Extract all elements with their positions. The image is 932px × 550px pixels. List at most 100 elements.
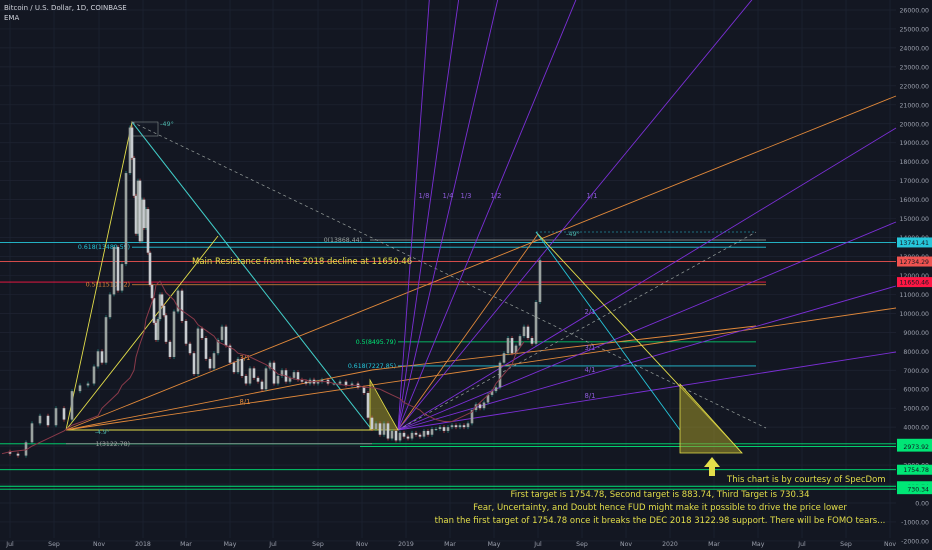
candle-body: [304, 381, 308, 384]
x-tick-label: 2020: [662, 541, 678, 548]
candle-body: [140, 199, 144, 242]
candle-body: [124, 173, 128, 265]
x-tick-label: Nov: [93, 541, 105, 548]
price-tag-label: 2973.92: [903, 444, 929, 451]
angle-label: -49°: [160, 120, 174, 128]
x-tick-label: Jul: [533, 541, 542, 548]
y-tick-label: 4000.00: [903, 425, 929, 432]
orange-trend-line: [65, 307, 897, 431]
candle-body: [506, 338, 510, 354]
candle-body: [382, 423, 386, 435]
candle-body: [192, 353, 196, 375]
candle-body: [366, 393, 370, 418]
candle-body: [196, 328, 200, 375]
candle-body: [442, 427, 446, 431]
gann-fan-line: [397, 0, 753, 431]
gann-fan-label: 8/1: [585, 392, 596, 400]
symbol-title: Bitcoin / U.S. Dollar, 1D, COINBASE: [4, 4, 127, 12]
candle-body: [502, 353, 506, 363]
candle-body: [96, 351, 100, 367]
gann-fan-line: [397, 0, 499, 431]
candle-body: [522, 326, 526, 337]
candle-body: [430, 429, 434, 435]
candle-body: [514, 345, 518, 354]
x-tick-label: Jul: [5, 541, 14, 548]
candle-body: [168, 341, 172, 357]
y-tick-label: 7000.00: [903, 368, 929, 375]
dashed-trend-line: [397, 231, 757, 431]
candle-body: [172, 311, 176, 357]
candle-body: [232, 362, 236, 373]
candle-body: [54, 408, 58, 426]
candle-body: [144, 209, 148, 229]
candle-body: [112, 247, 116, 295]
gann-fan-label: 1/1: [587, 192, 598, 200]
up-arrow-icon: [704, 457, 720, 476]
candle-body: [426, 430, 430, 435]
y-tick-label: 16000.00: [899, 197, 929, 204]
candle-body: [446, 427, 450, 431]
price-tag: [897, 277, 932, 288]
candle-body: [272, 362, 276, 384]
candle-body: [228, 345, 232, 363]
candle-body: [92, 366, 96, 384]
candle-body: [70, 391, 74, 420]
gann-fan-label: 4/1: [585, 366, 596, 374]
candle-body: [8, 451, 12, 454]
candle-body: [142, 199, 146, 229]
candle-body: [280, 370, 284, 376]
candle-body: [478, 404, 482, 409]
indicator-label[interactable]: EMA: [4, 14, 20, 22]
candle-body: [296, 372, 300, 380]
candle-body: [518, 336, 522, 346]
candle-body: [244, 375, 248, 384]
candle-body: [530, 338, 534, 344]
candle-body: [100, 351, 104, 363]
candle-body: [248, 368, 252, 384]
support-annotation: than the first target of 1754.78 once it…: [434, 516, 886, 526]
candle-body: [526, 326, 530, 339]
y-tick-label: 20000.00: [899, 121, 929, 128]
candle-body: [38, 415, 42, 424]
candle-body: [350, 383, 354, 386]
orange-trend-line: [397, 233, 539, 431]
x-tick-label: May: [488, 541, 501, 548]
candle-body: [208, 358, 212, 369]
candle-body: [418, 434, 422, 437]
fib-level-label: 0.5(11510.12): [86, 282, 130, 289]
candle-body: [458, 425, 462, 428]
candle-body: [434, 429, 438, 431]
candle-body: [252, 368, 256, 378]
gann-fan-label: 2/1: [585, 308, 596, 316]
price-tag: [897, 464, 932, 475]
x-tick-label: Sep: [48, 541, 60, 548]
fib-level-label: 0.618(7227.85): [348, 363, 396, 370]
x-tick-label: Mar: [708, 541, 720, 548]
y-tick-label: 24000.00: [899, 45, 929, 52]
candle-body: [24, 442, 28, 456]
candle-body: [482, 402, 486, 409]
candle-body: [86, 383, 90, 386]
candle-body: [108, 294, 112, 318]
candle-body: [224, 326, 228, 346]
right-teal-line: [535, 231, 681, 431]
y-tick-label: 9000.00: [903, 330, 929, 337]
y-tick-label: 8000.00: [903, 349, 929, 356]
gann-fan-label: 1/8: [419, 192, 430, 200]
targets-annotation: First target is 1754.78, Second target i…: [510, 490, 810, 500]
price-tag: [897, 256, 932, 267]
candle-body: [150, 284, 154, 299]
gann-fan-label: 3/1: [585, 344, 596, 352]
gann-fan-line: [397, 351, 897, 431]
candle-body: [264, 368, 268, 390]
resistance-annotation: Main Resistance from the 2018 decline at…: [192, 257, 413, 267]
fib-level-label: 1(3122.78): [96, 441, 130, 448]
y-tick-label: 17000.00: [899, 178, 929, 185]
candle-body: [104, 317, 108, 363]
price-tag: [897, 441, 932, 452]
candle-body: [390, 430, 394, 439]
projected-drop-triangle: [679, 382, 743, 454]
candle-body: [62, 408, 66, 420]
candle-body: [450, 425, 454, 428]
